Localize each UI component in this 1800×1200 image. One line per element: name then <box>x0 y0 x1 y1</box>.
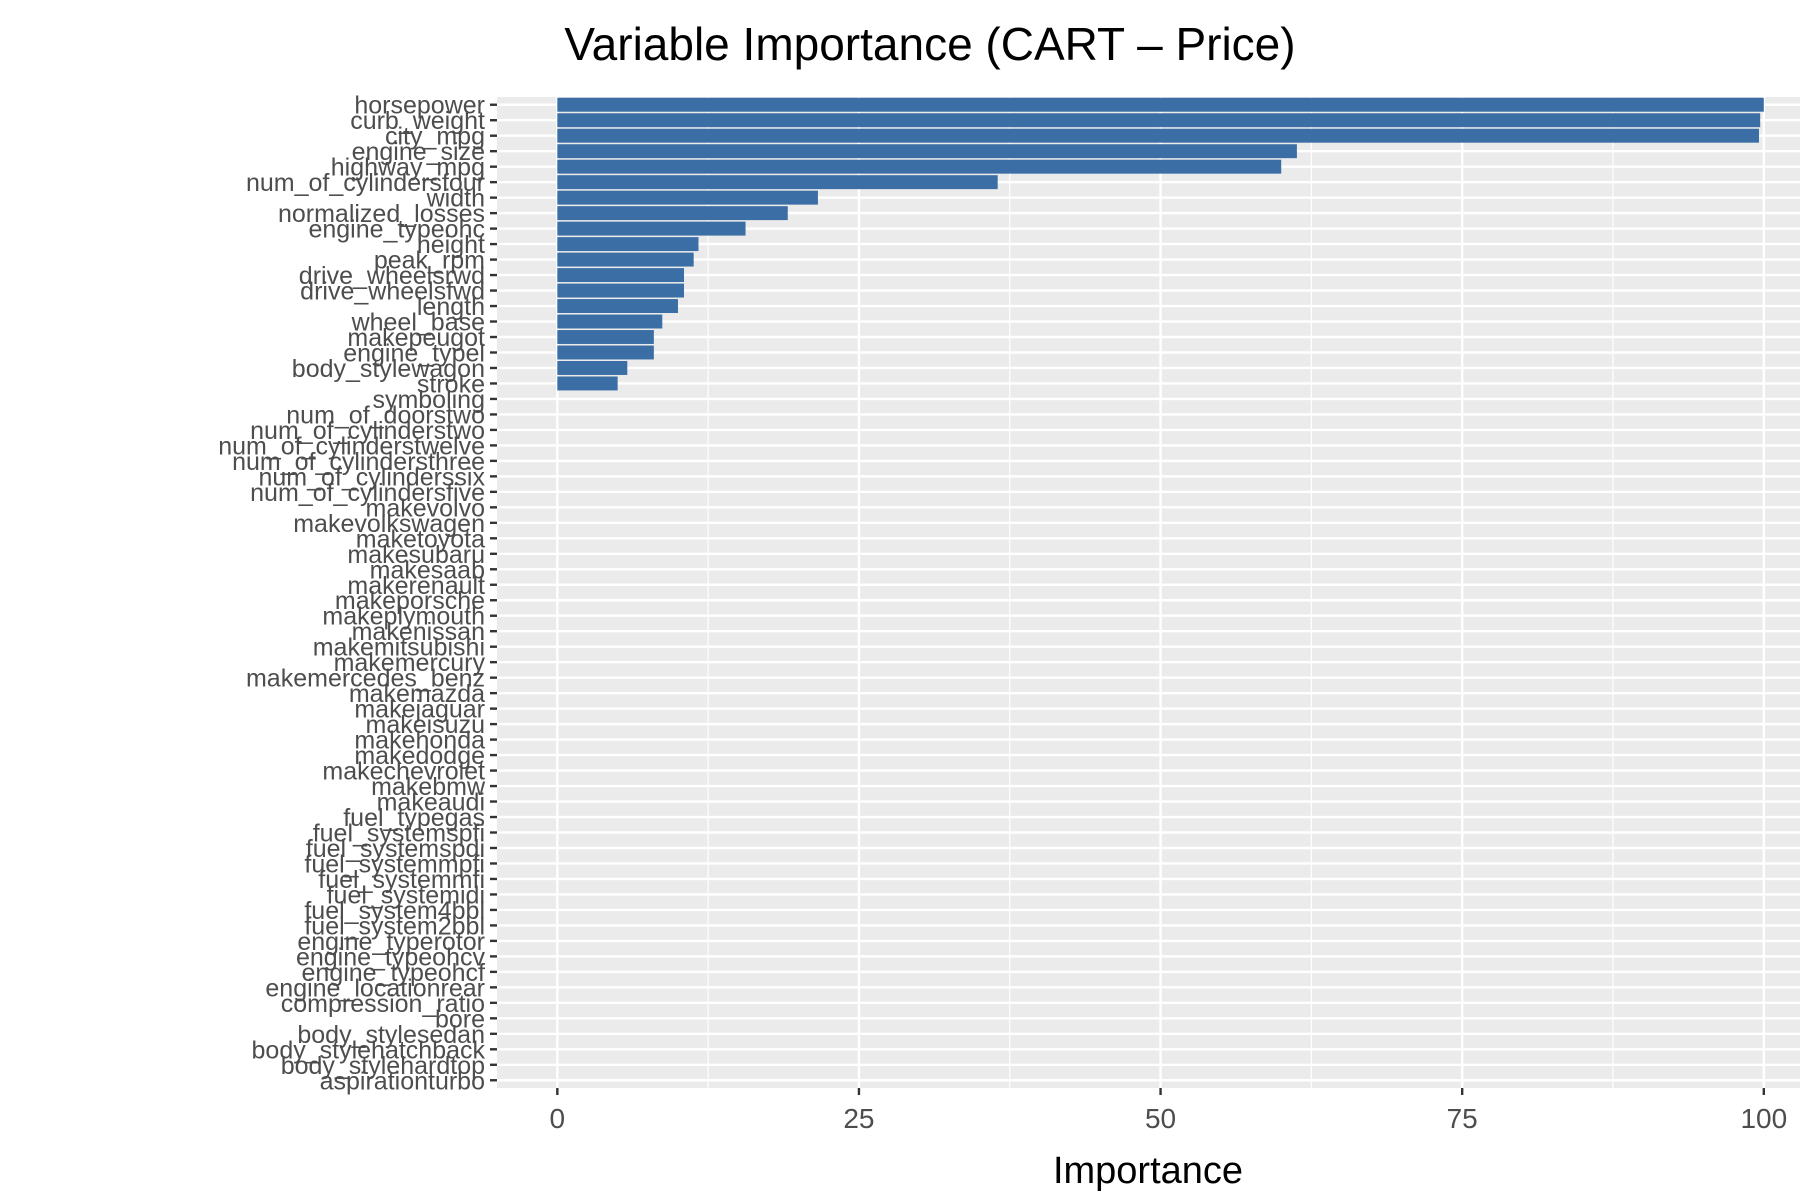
y-tick-label: num_of_cylindersfour <box>246 169 485 197</box>
bar-highway_mpg <box>557 159 1282 174</box>
plot-panel <box>497 97 1800 1088</box>
y-tick-label: stroke <box>417 370 485 398</box>
y-tick-label: makepeugot <box>347 324 485 352</box>
y-tick-label: body_stylewagon <box>292 355 485 383</box>
y-tick-label: city_mpg <box>385 123 485 151</box>
bar-wheel_base <box>557 314 663 329</box>
y-tick-label: highway_mpg <box>331 154 485 182</box>
x-tick-label: 25 <box>843 1103 874 1134</box>
y-tick-label: width <box>426 185 485 213</box>
y-tick-label: num_of_doorstwo <box>286 401 485 429</box>
y-tick-label: makemitsubishi <box>313 634 485 662</box>
x-axis-label: Importance <box>1053 1150 1243 1192</box>
y-tick-label: engine_typeohcv <box>296 943 486 971</box>
y-tick-label: fuel_systemmpfi <box>304 850 485 878</box>
bar-num_of_cylindersfour <box>557 175 998 190</box>
y-tick-label: makemazda <box>349 680 485 708</box>
bar-height <box>557 237 699 252</box>
y-tick-label: makeisuzu <box>366 711 486 739</box>
bar-peak_rpm <box>557 252 694 267</box>
y-tick-label: fuel_systemidi <box>327 881 485 909</box>
bar-drive_wheelsrwd <box>557 268 685 283</box>
y-tick-label: makesubaru <box>347 541 485 569</box>
y-tick-label: makeporsche <box>335 587 485 615</box>
bar-curb_weight <box>557 113 1761 128</box>
y-tick-label: symboling <box>372 386 485 414</box>
y-tick-label: engine_typerotor <box>297 928 485 956</box>
y-tick-label: num_of_cylinderstwo <box>250 417 485 445</box>
y-tick-label: compression_ratio <box>281 990 485 1018</box>
bar-horsepower <box>557 97 1764 112</box>
y-tick-label: makechevrolet <box>322 758 485 786</box>
x-axis-ticks: 0 25 50 75 100 <box>550 1088 1787 1134</box>
y-tick-label: fuel_systemspdi <box>306 835 485 863</box>
y-tick-label: normalized_losses <box>278 200 485 228</box>
y-tick-label: aspirationturbo <box>320 1067 485 1095</box>
y-tick-label: makenissan <box>352 618 485 646</box>
y-tick-label: fuel_typegas <box>343 804 485 832</box>
y-tick-label: makejaguar <box>354 696 485 724</box>
y-tick-label: drive_wheelsfwd <box>300 278 485 306</box>
y-tick-label: height <box>417 231 485 259</box>
bar-engine_typel <box>557 345 654 360</box>
y-tick-label: makevolvo <box>366 494 486 522</box>
y-tick-label: makedodge <box>354 742 485 770</box>
bar-length <box>557 299 678 314</box>
bar-makepeugot <box>557 330 654 344</box>
y-tick-label: makemercury <box>334 649 486 677</box>
y-tick-label: makeaudi <box>377 789 485 817</box>
y-tick-label: makebmw <box>371 773 486 801</box>
y-tick-label: num_of_cylindersfive <box>250 479 485 507</box>
y-tick-label: engine_locationrear <box>265 974 485 1002</box>
y-tick-label: peak_rpm <box>374 247 485 275</box>
x-tick-label: 50 <box>1145 1103 1176 1134</box>
y-tick-label: curb_weight <box>350 107 485 135</box>
y-tick-label: fuel_system4bbl <box>304 897 485 925</box>
bar-body_stylewagon <box>557 361 628 375</box>
bar-drive_wheelsfwd <box>557 283 685 298</box>
y-tick-label: engine_size <box>352 138 485 166</box>
y-tick-label: num_of_cylinderssix <box>259 463 486 491</box>
y-tick-label: body_stylesedan <box>297 1021 485 1049</box>
y-tick-label: drive_wheelsrwd <box>299 262 485 290</box>
bar-width <box>557 190 818 205</box>
bar-stroke <box>557 376 618 391</box>
chart-title: Variable Importance (CART – Price) <box>564 18 1295 70</box>
y-tick-label: makeplymouth <box>322 603 485 631</box>
y-tick-label: num_of_cylinderstwelve <box>218 432 485 460</box>
y-tick-label: engine_typeohc <box>308 216 485 244</box>
y-axis-ticks: horsepowercurb_weightcity_mpgengine_size… <box>218 92 497 1095</box>
x-tick-label: 75 <box>1447 1103 1478 1134</box>
y-tick-label: fuel_systemmfi <box>318 866 485 894</box>
bar-normalized_losses <box>557 206 788 221</box>
bar-engine_size <box>557 144 1297 159</box>
y-tick-label: wheel_base <box>351 309 485 337</box>
y-tick-label: num_of_cylindersthree <box>232 448 485 476</box>
y-tick-label: makerenault <box>347 572 485 600</box>
y-tick-label: bore <box>435 1005 485 1033</box>
x-tick-label: 0 <box>550 1103 566 1134</box>
y-tick-label: body_stylehardtop <box>281 1052 485 1080</box>
y-tick-label: horsepower <box>354 92 485 120</box>
x-tick-label: 100 <box>1740 1103 1787 1134</box>
y-tick-label: engine_typeohcf <box>302 959 486 987</box>
bar-city_mpg <box>557 128 1759 143</box>
y-tick-label: fuel_system2bbl <box>304 912 485 940</box>
y-tick-label: fuel_systemspfi <box>313 820 485 848</box>
y-tick-label: maketoyota <box>356 525 485 553</box>
y-tick-label: makevolkswagen <box>293 510 485 538</box>
y-tick-label: makesaab <box>370 556 485 584</box>
y-tick-label: body_stylehatchback <box>252 1036 486 1064</box>
bar-engine_typeohc <box>557 221 746 236</box>
y-tick-label: length <box>417 293 485 321</box>
y-tick-label: makehonda <box>354 727 485 755</box>
bars <box>557 97 1764 391</box>
y-tick-label: makemercedes_benz <box>246 665 485 693</box>
y-tick-label: engine_typel <box>343 339 485 367</box>
